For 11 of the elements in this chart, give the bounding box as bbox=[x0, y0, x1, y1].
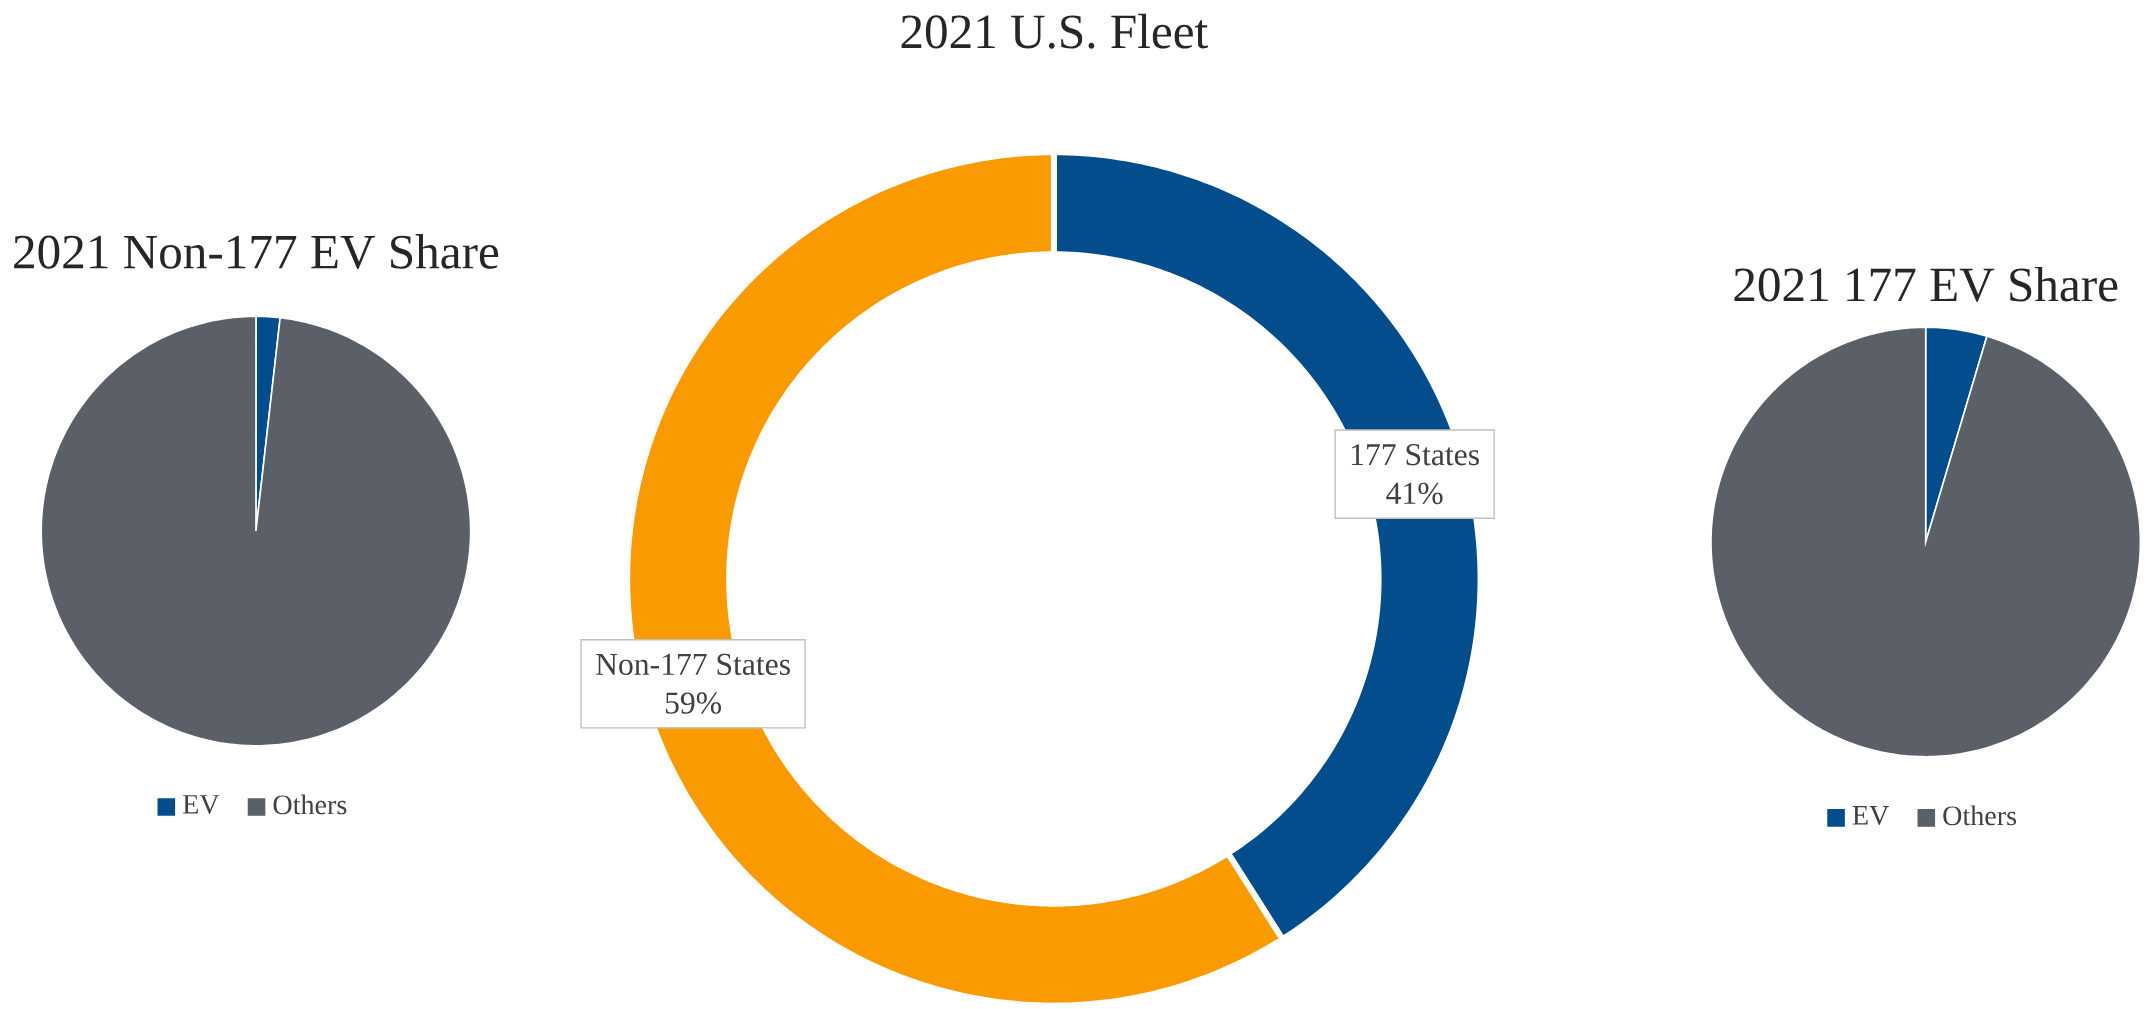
slice-label: Non-177 States bbox=[596, 653, 790, 676]
legend-label: EV bbox=[182, 795, 220, 814]
chart-title: 2021 Non-177 EV Share bbox=[14, 234, 499, 270]
chart-title: 2021 U.S. Fleet bbox=[901, 13, 1208, 49]
data-label: 59% bbox=[665, 692, 722, 714]
legend-label: Others bbox=[273, 794, 347, 815]
chart-title: 2021 177 EV Share bbox=[1734, 266, 2118, 302]
legend-label: EV bbox=[1852, 806, 1890, 825]
data-label: 41% bbox=[1386, 482, 1443, 505]
legend-label: Others bbox=[1943, 805, 2017, 826]
slice-label: 177 States bbox=[1351, 444, 1479, 466]
